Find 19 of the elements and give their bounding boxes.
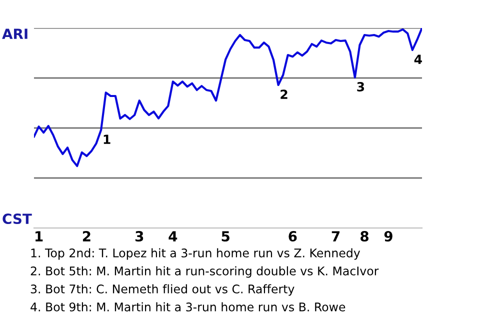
x-tick-label: 6 [288, 231, 297, 242]
x-tick-label: 7 [332, 231, 340, 242]
annotation: 2 [280, 90, 288, 99]
text: 3. Bot 7th: C. Nemeth flied out vs C. Rafferty [30, 284, 294, 296]
annotation: 1 [104, 134, 110, 144]
text: ARI [2, 28, 28, 39]
text: CST [2, 214, 32, 224]
annotation: 4 [414, 54, 422, 64]
x-tick-label: 1 [36, 231, 43, 242]
text: 2. Bot 5th: M. Martin hit a run-scoring double vs K. MacIvor [30, 266, 379, 278]
x-tick-label: 3 [135, 231, 144, 242]
text: 4. Bot 9th: M. Martin hit a 3-run home run vs B. Rowe [30, 302, 346, 312]
x-tick-label: 4 [168, 231, 178, 242]
text: 1. Top 2nd: T. Lopez hit a 3-run home run vs Z. Kennedy [31, 248, 360, 260]
annotation: 3 [357, 82, 364, 92]
x-tick-label: 9 [384, 231, 392, 242]
x-tick-label: 2 [82, 231, 90, 242]
x-tick-label: 5 [222, 231, 230, 242]
x-tick-label: 8 [360, 231, 368, 242]
